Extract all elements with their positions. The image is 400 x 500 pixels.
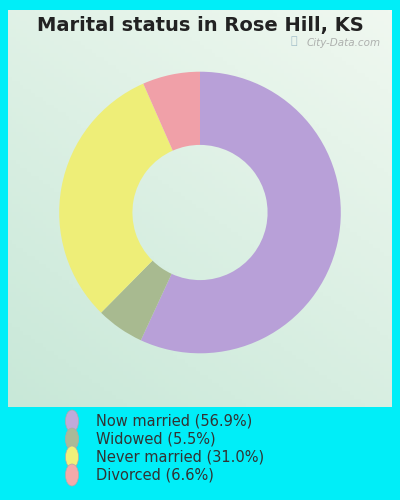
Wedge shape [143,72,200,150]
Wedge shape [141,72,341,354]
Text: Never married (31.0%): Never married (31.0%) [96,450,264,464]
Text: Divorced (6.6%): Divorced (6.6%) [96,468,214,482]
Text: City-Data.com: City-Data.com [306,38,380,48]
Text: Widowed (5.5%): Widowed (5.5%) [96,432,216,446]
Text: Marital status in Rose Hill, KS: Marital status in Rose Hill, KS [37,16,363,35]
Wedge shape [59,84,173,312]
Text: Now married (56.9%): Now married (56.9%) [96,414,252,428]
Wedge shape [101,260,172,340]
Text: ⓘ: ⓘ [290,36,297,46]
